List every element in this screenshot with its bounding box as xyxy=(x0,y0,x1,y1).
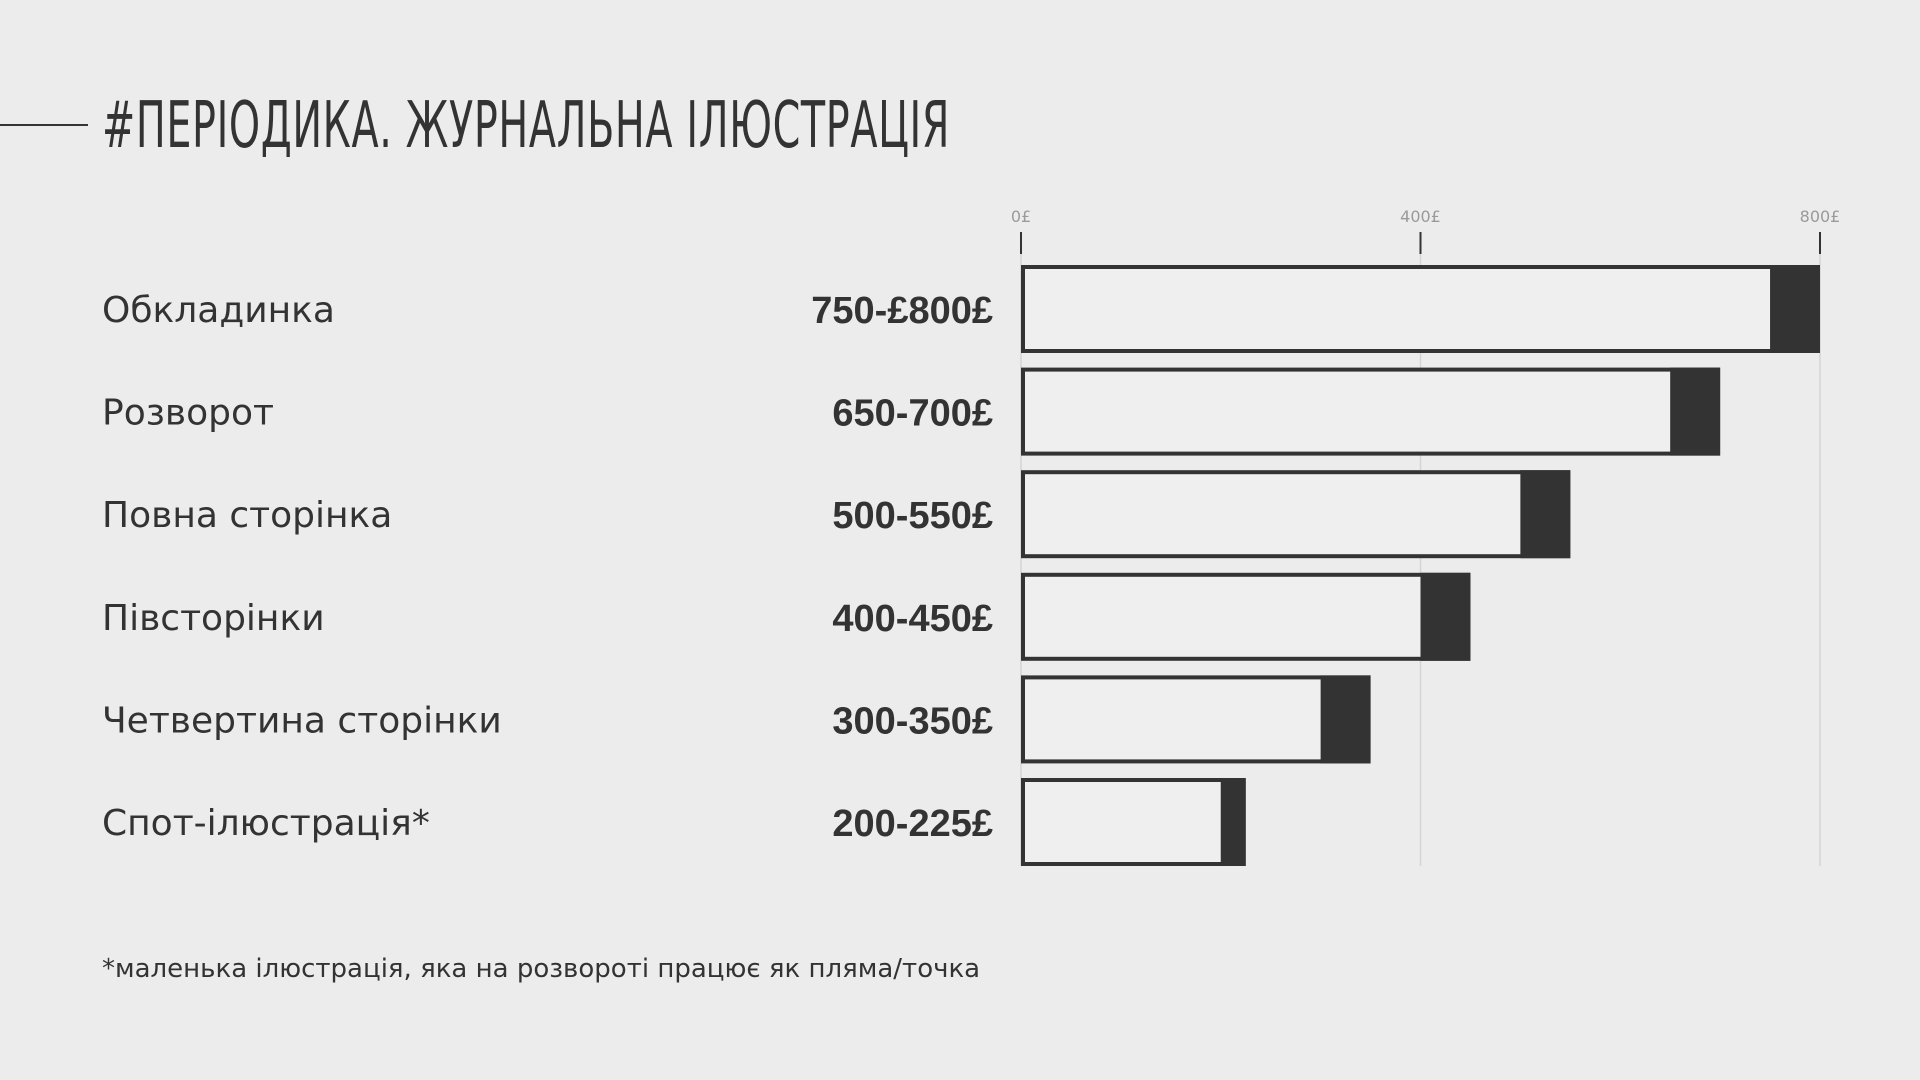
category-label: Обкладинка xyxy=(102,290,335,331)
bar-outline xyxy=(1021,367,1721,456)
category-label: Півсторінки xyxy=(102,598,325,639)
range-label: 500-550£ xyxy=(832,495,993,537)
bar-outline xyxy=(1021,778,1246,866)
bar-outline xyxy=(1021,675,1371,764)
footnote: *маленька ілюстрація, яка на розвороті п… xyxy=(102,954,981,984)
bar-range xyxy=(1420,572,1471,661)
title-rule xyxy=(0,124,88,126)
bar-range xyxy=(1670,367,1721,456)
bar-range xyxy=(1770,265,1820,353)
range-label: 750-£800£ xyxy=(811,290,993,332)
range-label: 650-700£ xyxy=(832,393,993,435)
range-label: 200-225£ xyxy=(832,803,993,845)
range-label: 400-450£ xyxy=(832,598,993,640)
bar-outline xyxy=(1021,265,1820,353)
bar-range xyxy=(1320,675,1371,764)
category-label: Четвертина сторінки xyxy=(102,700,502,741)
tick-label: 0£ xyxy=(1011,207,1031,226)
bar-outline xyxy=(1021,572,1471,661)
category-label: Спот-ілюстрація* xyxy=(102,803,430,844)
bar-outline xyxy=(1021,470,1571,559)
bar-range xyxy=(1220,778,1246,866)
tick-label: 800£ xyxy=(1800,207,1841,226)
bar-range xyxy=(1520,470,1571,559)
range-label: 300-350£ xyxy=(832,700,993,742)
category-label: Розворот xyxy=(102,393,274,434)
page-title: #ПЕРІОДИКА. ЖУРНАЛЬНА ІЛЮСТРАЦІЯ xyxy=(102,89,951,163)
tick-label: 400£ xyxy=(1400,207,1441,226)
category-label: Повна сторінка xyxy=(102,495,392,536)
